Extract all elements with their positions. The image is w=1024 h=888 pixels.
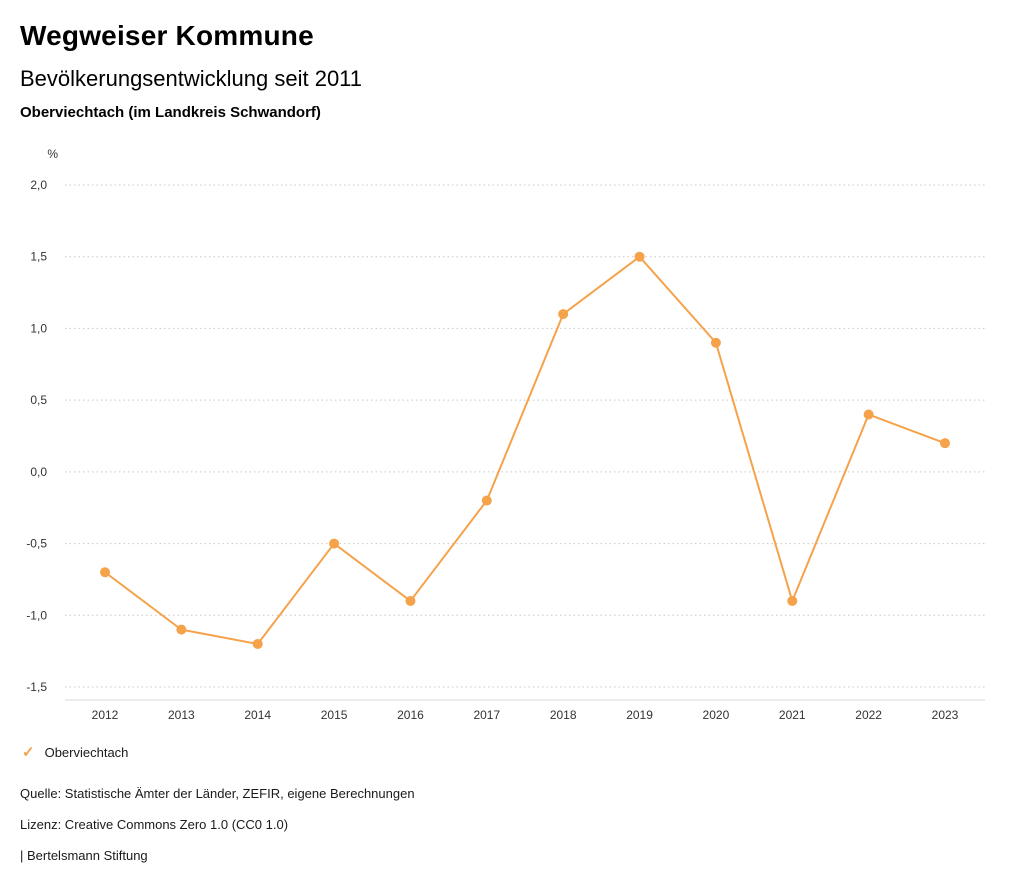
y-axis-unit-label: % [47,147,58,161]
data-point[interactable] [329,538,340,549]
y-tick-label: 0,5 [30,393,47,407]
legend-check-icon: ✓ [22,744,35,761]
region-title: Oberviechtach (im Landkreis Schwandorf) [20,104,321,121]
page-subtitle: Bevölkerungsentwicklung seit 2011 [20,66,363,91]
x-tick-label: 2012 [92,708,119,722]
x-tick-label: 2023 [932,708,959,722]
data-point[interactable] [863,409,874,420]
x-tick-label: 2021 [779,708,806,722]
data-point[interactable] [252,638,263,649]
data-point[interactable] [634,251,645,262]
y-tick-label: 1,0 [30,321,47,335]
data-point[interactable] [176,624,187,635]
page-title: Wegweiser Kommune [20,20,314,51]
data-point[interactable] [787,595,798,606]
data-point[interactable] [100,567,110,578]
data-point[interactable] [940,438,950,449]
x-tick-label: 2022 [855,708,882,722]
y-tick-label: 1,5 [30,250,47,264]
legend-item-oberviechtach[interactable]: ✓ Oberviechtach [22,745,128,760]
y-tick-label: -1,0 [26,608,47,622]
data-point[interactable] [481,495,492,506]
source-text: Quelle: Statistische Ämter der Länder, Z… [20,786,415,801]
attribution-text: | Bertelsmann Stiftung [20,848,148,863]
y-tick-label: -1,5 [26,680,47,694]
y-tick-label: 0,0 [30,465,47,479]
x-tick-label: 2015 [321,708,348,722]
data-point[interactable] [710,337,721,348]
x-tick-label: 2019 [626,708,653,722]
data-point[interactable] [405,595,416,606]
license-text: Lizenz: Creative Commons Zero 1.0 (CC0 1… [20,817,289,832]
x-tick-label: 2014 [244,708,271,722]
x-tick-label: 2017 [473,708,500,722]
x-tick-label: 2013 [168,708,195,722]
y-tick-label: 2,0 [30,178,47,192]
x-tick-label: 2018 [550,708,577,722]
x-tick-label: 2020 [703,708,730,722]
y-tick-label: -0,5 [26,537,47,551]
data-point[interactable] [558,309,569,320]
legend-label: Oberviechtach [44,745,129,760]
series-line [104,255,946,645]
x-tick-label: 2016 [397,708,424,722]
